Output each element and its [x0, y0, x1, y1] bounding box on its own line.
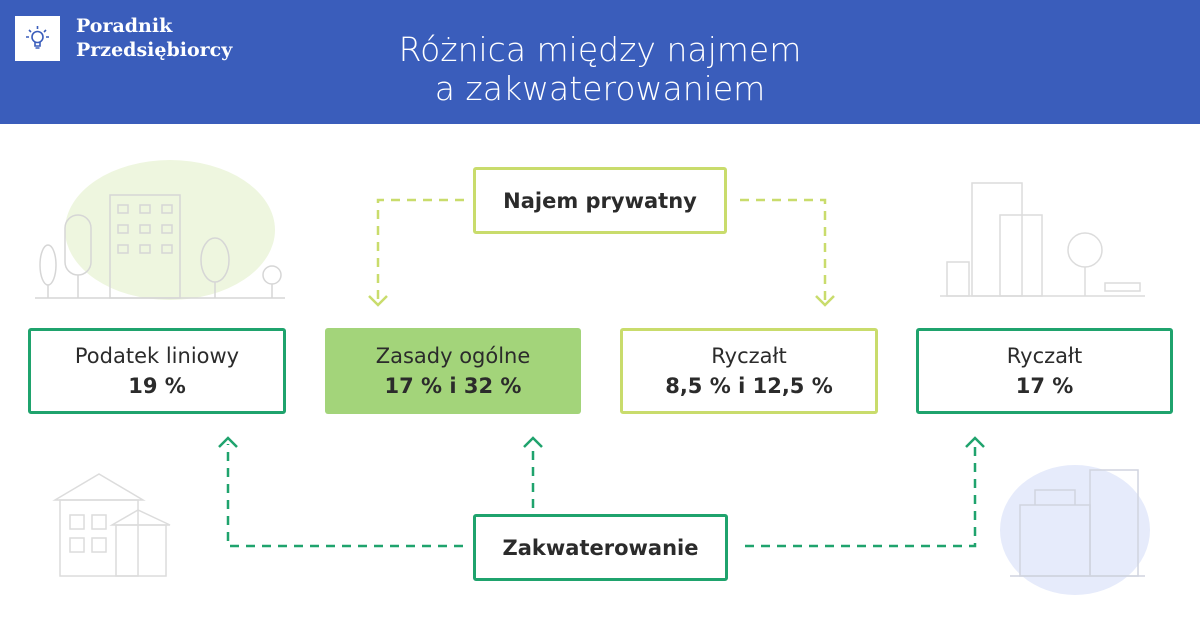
box-zasady-ogolne: Zasady ogólne 17 % i 32 %	[325, 328, 581, 414]
box-ryczalt-zakwaterowanie: Ryczałt 17 %	[916, 328, 1173, 414]
box-label: Ryczałt	[1006, 344, 1083, 368]
box-ryczalt-najem: Ryczałt 8,5 % i 12,5 %	[620, 328, 878, 414]
node-najem-prywatny: Najem prywatny	[473, 167, 727, 234]
lime-arrowheads	[368, 295, 835, 307]
arrow-up-icon	[523, 436, 543, 448]
apartment-block-illustration	[1000, 465, 1150, 595]
box-label: Zasady ogólne	[375, 344, 531, 368]
box-label: Podatek liniowy	[74, 344, 240, 368]
arrow-up-icon	[965, 436, 985, 448]
node-zakwaterowanie: Zakwaterowanie	[473, 514, 728, 581]
arrow-down-icon	[368, 295, 388, 307]
box-value: 8,5 % i 12,5 %	[665, 374, 833, 398]
page-title: Różnica między najmem a zakwaterowaniem	[300, 30, 900, 108]
box-value: 17 % i 32 %	[384, 374, 522, 398]
node-label: Najem prywatny	[503, 188, 697, 213]
box-podatek-liniowy: Podatek liniowy 19 %	[28, 328, 286, 414]
arrow-down-icon	[815, 295, 835, 307]
skyscrapers-illustration	[940, 182, 1145, 297]
green-dashed-lines	[226, 444, 977, 548]
green-arrowheads	[218, 436, 985, 448]
box-value: 17 %	[1015, 374, 1074, 398]
city-park-illustration	[35, 160, 285, 300]
node-label: Zakwaterowanie	[502, 535, 699, 560]
title-line-2: a zakwaterowaniem	[434, 69, 766, 108]
houses-illustration	[52, 473, 171, 577]
logo-text: Poradnik Przedsiębiorcy	[76, 14, 232, 62]
box-label: Ryczałt	[711, 344, 787, 368]
lime-dashed-lines	[376, 198, 827, 300]
title-line-1: Różnica między najmem	[398, 30, 802, 69]
logo-line-2: Przedsiębiorcy	[76, 39, 233, 61]
lightbulb-icon	[26, 26, 49, 49]
header: Poradnik Przedsiębiorcy Różnica między n…	[0, 0, 1200, 124]
logo[interactable]	[15, 16, 60, 61]
arrow-up-icon	[218, 436, 238, 448]
logo-line-1: Poradnik	[76, 15, 173, 37]
box-value: 19 %	[128, 374, 186, 398]
